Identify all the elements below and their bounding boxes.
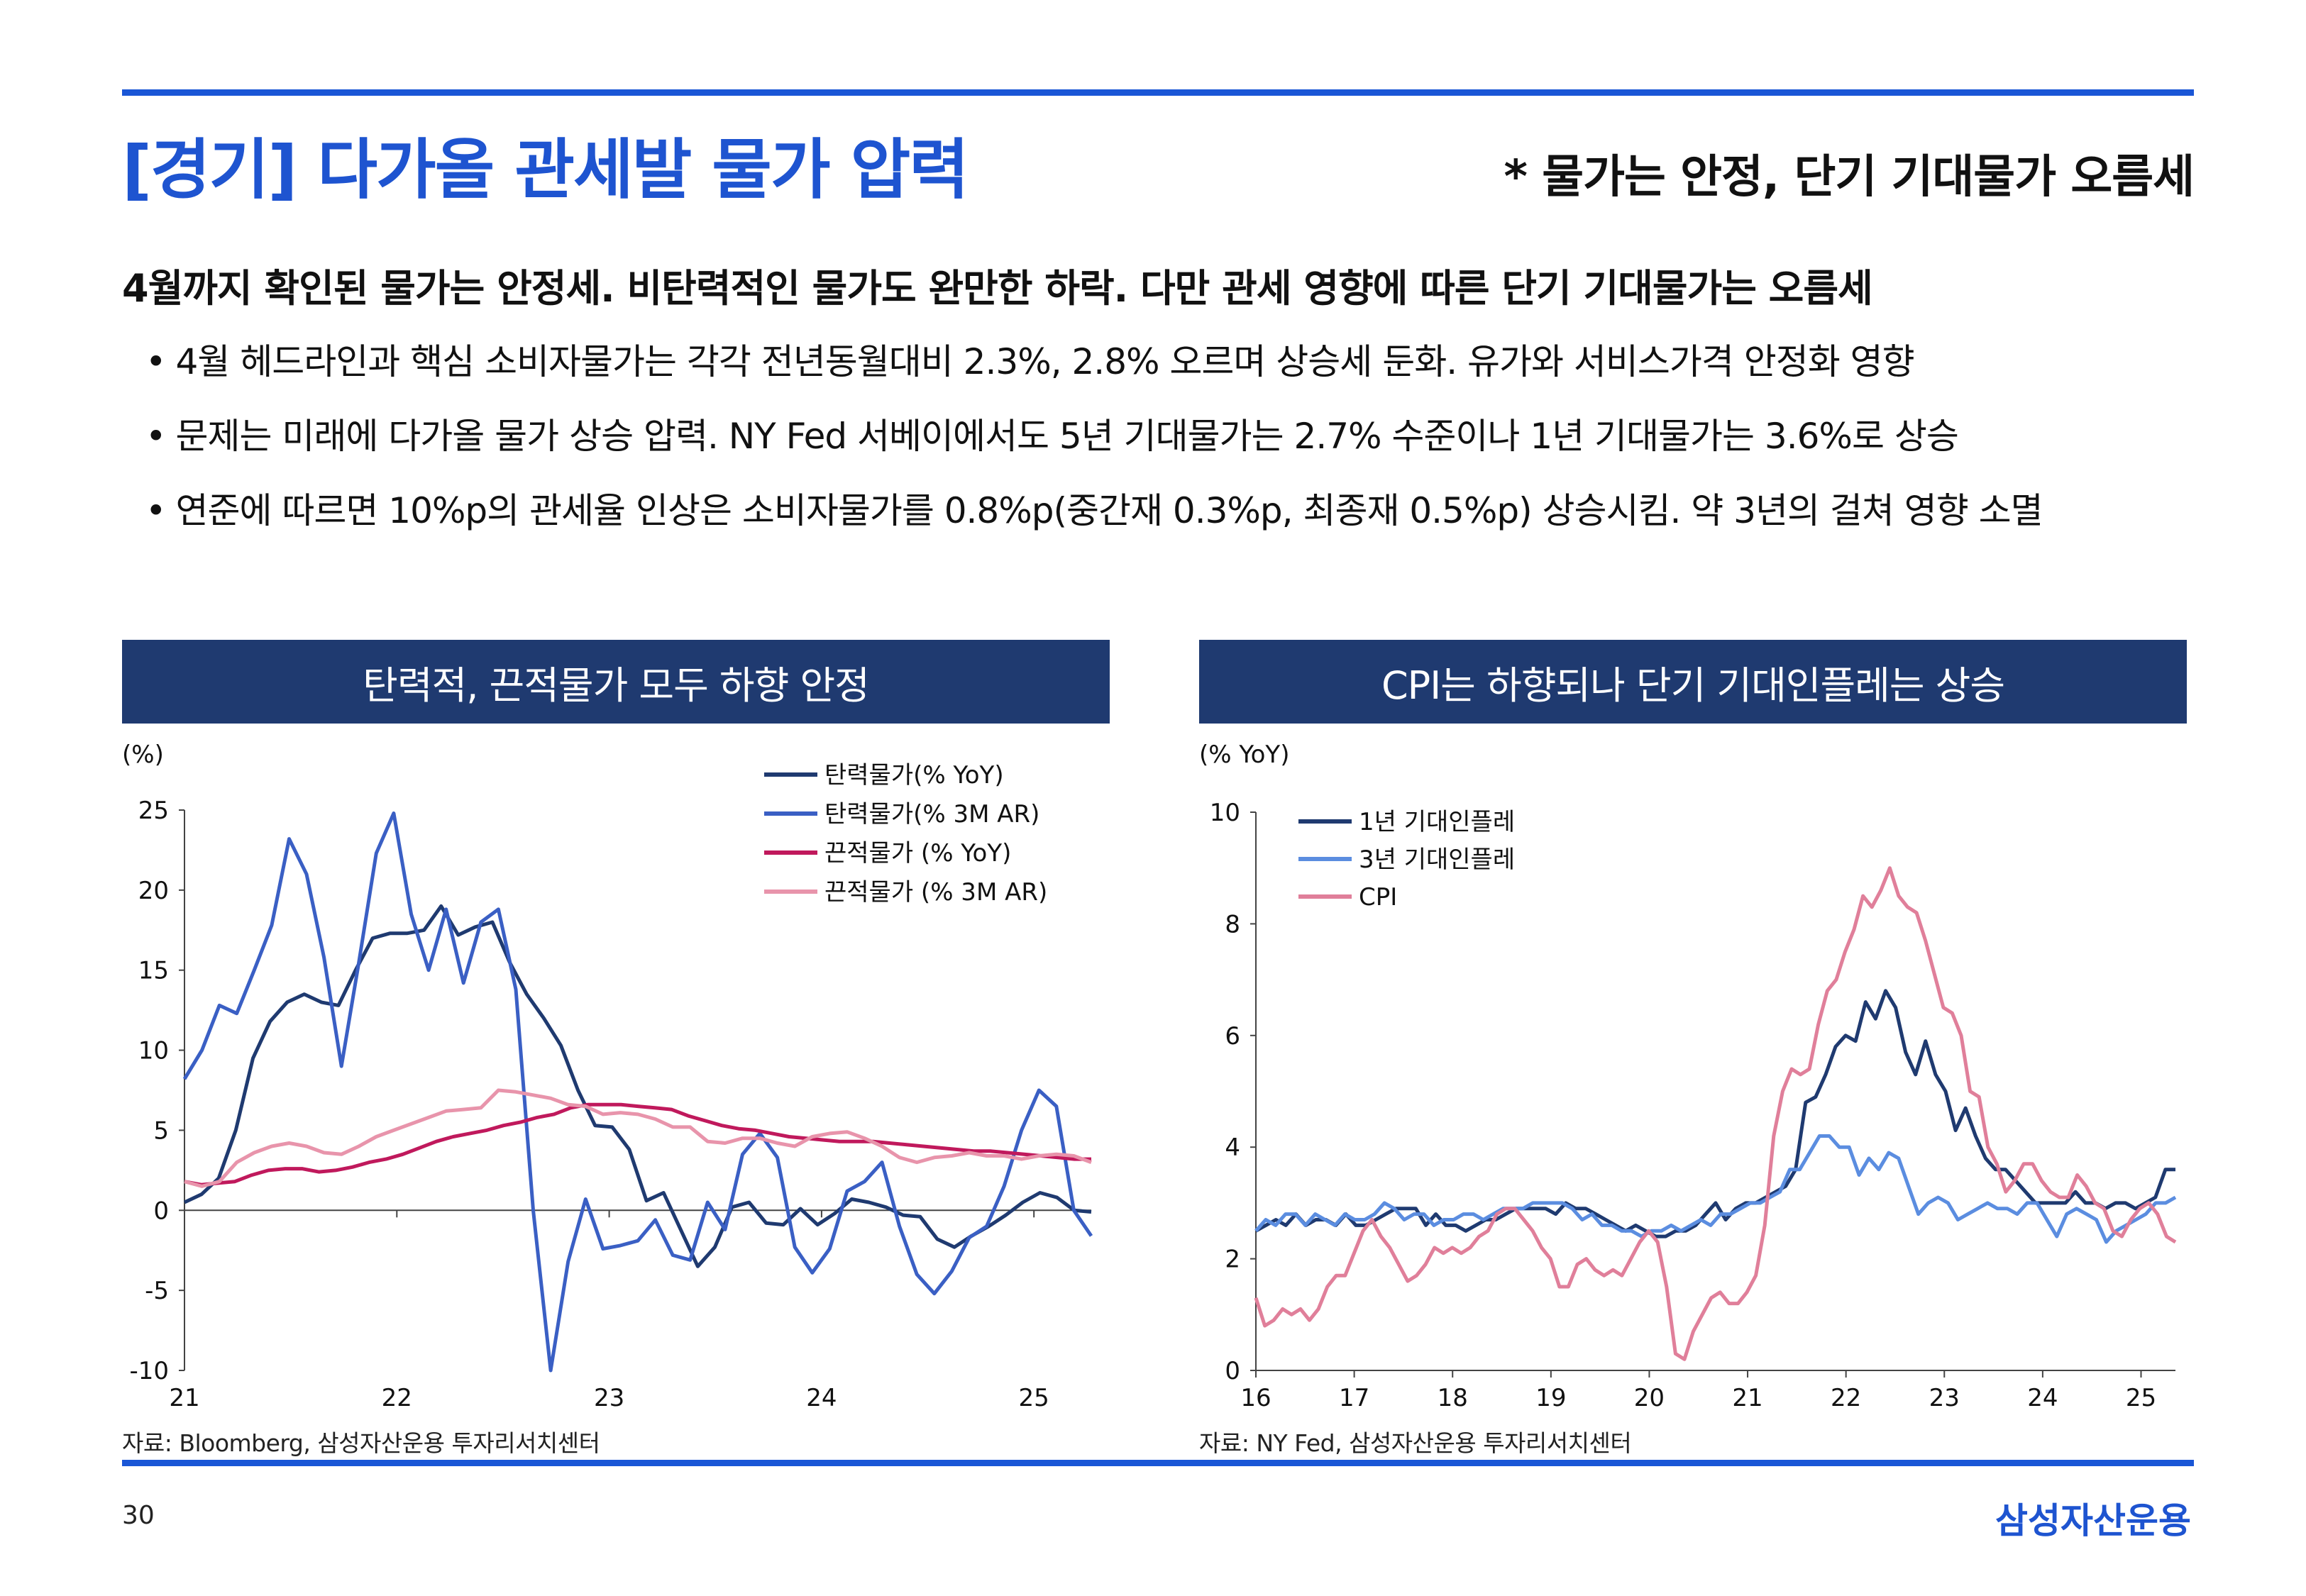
summary-headline: 4월까지 확인된 물가는 안정세. 비탄력적인 물가도 완만한 하락. 다만 관… bbox=[122, 266, 1873, 311]
series-line bbox=[184, 1088, 1092, 1188]
y-tick-label: 0 bbox=[153, 1197, 169, 1225]
bullet-item: • 연준에 따르면 10%p의 관세율 인상은 소비자물가를 0.8%p(중간재 … bbox=[145, 482, 2043, 533]
y-tick-label: 15 bbox=[138, 957, 169, 985]
y-axis-unit-label: (%) bbox=[122, 741, 164, 769]
brand-logo: 삼성자산운용 bbox=[1995, 1500, 2191, 1541]
x-tick-label: 21 bbox=[169, 1384, 199, 1412]
legend-label: 3년 기대인플레 bbox=[1359, 846, 1515, 874]
y-tick-label: -10 bbox=[129, 1357, 169, 1385]
top-rule bbox=[122, 89, 2194, 96]
page-subtitle: * 물가는 안정, 단기 기대물가 오름세 bbox=[1504, 151, 2195, 204]
y-tick-label: 4 bbox=[1225, 1134, 1240, 1162]
page-title: [경기] 다가올 관세발 물가 압력 bbox=[122, 132, 969, 208]
page-number: 30 bbox=[122, 1501, 155, 1530]
y-tick-label: -5 bbox=[145, 1277, 169, 1305]
x-tick-label: 19 bbox=[1535, 1384, 1566, 1412]
x-tick-label: 16 bbox=[1240, 1384, 1271, 1412]
y-tick-label: 25 bbox=[138, 797, 169, 825]
x-tick-label: 24 bbox=[806, 1384, 837, 1412]
legend-label: CPI bbox=[1359, 883, 1397, 911]
y-tick-label: 2 bbox=[1225, 1246, 1240, 1274]
x-tick-label: 20 bbox=[1634, 1384, 1665, 1412]
y-tick-label: 6 bbox=[1225, 1022, 1240, 1051]
x-tick-label: 22 bbox=[1831, 1384, 1861, 1412]
y-tick-label: 10 bbox=[138, 1037, 169, 1065]
legend-label: 탄력물가(% YoY) bbox=[824, 761, 1004, 789]
y-tick-label: 0 bbox=[1225, 1357, 1240, 1385]
legend-label: 끈적물가 (% YoY) bbox=[824, 839, 1011, 868]
y-axis-unit-label: (% YoY) bbox=[1199, 741, 1289, 769]
bullet-dot: • bbox=[145, 490, 166, 531]
x-tick-label: 21 bbox=[1732, 1384, 1762, 1412]
legend-label: 끈적물가 (% 3M AR) bbox=[824, 878, 1047, 907]
x-tick-label: 22 bbox=[382, 1384, 412, 1412]
x-tick-label: 23 bbox=[1929, 1384, 1960, 1412]
series-line bbox=[1254, 989, 2175, 1238]
bullet-item: • 4월 헤드라인과 핵심 소비자물가는 각각 전년동월대비 2.3%, 2.8%… bbox=[145, 333, 1915, 384]
y-tick-label: 10 bbox=[1210, 799, 1240, 827]
right-chart-title: CPI는 하향되나 단기 기대인플레는 상승 bbox=[1199, 640, 2187, 724]
x-tick-label: 18 bbox=[1438, 1384, 1468, 1412]
bullet-text: 문제는 미래에 다가올 물가 상승 압력. NY Fed 서베이에서도 5년 기… bbox=[175, 416, 1959, 457]
series-line bbox=[182, 811, 1093, 1373]
left-chart-source: 자료: Bloomberg, 삼성자산운용 투자리서치센터 bbox=[122, 1429, 600, 1457]
bullet-dot: • bbox=[145, 341, 166, 382]
bottom-rule bbox=[122, 1460, 2194, 1466]
bullet-text: 연준에 따르면 10%p의 관세율 인상은 소비자물가를 0.8%p(중간재 0… bbox=[175, 490, 2043, 531]
series-line bbox=[183, 904, 1092, 1268]
y-tick-label: 5 bbox=[153, 1116, 169, 1145]
bullet-dot: • bbox=[145, 416, 166, 457]
x-tick-label: 23 bbox=[594, 1384, 624, 1412]
bullet-text: 4월 헤드라인과 핵심 소비자물가는 각각 전년동월대비 2.3%, 2.8% … bbox=[175, 341, 1915, 382]
left-chart-title: 탄력적, 끈적물가 모두 하향 안정 bbox=[122, 640, 1110, 724]
x-tick-label: 25 bbox=[1019, 1384, 1049, 1412]
y-tick-label: 8 bbox=[1225, 910, 1240, 938]
series-line bbox=[184, 1102, 1091, 1187]
series-line bbox=[1254, 1134, 2177, 1244]
series-line bbox=[1254, 866, 2177, 1361]
right-chart-source: 자료: NY Fed, 삼성자산운용 투자리서치센터 bbox=[1199, 1429, 1632, 1457]
bullet-item: • 문제는 미래에 다가올 물가 상승 압력. NY Fed 서베이에서도 5년 … bbox=[145, 408, 1959, 459]
legend-label: 1년 기대인플레 bbox=[1359, 808, 1515, 836]
x-tick-label: 17 bbox=[1339, 1384, 1369, 1412]
x-tick-label: 25 bbox=[2126, 1384, 2156, 1412]
legend-label: 탄력물가(% 3M AR) bbox=[824, 800, 1039, 829]
y-tick-label: 20 bbox=[138, 877, 169, 905]
x-tick-label: 24 bbox=[2027, 1384, 2058, 1412]
